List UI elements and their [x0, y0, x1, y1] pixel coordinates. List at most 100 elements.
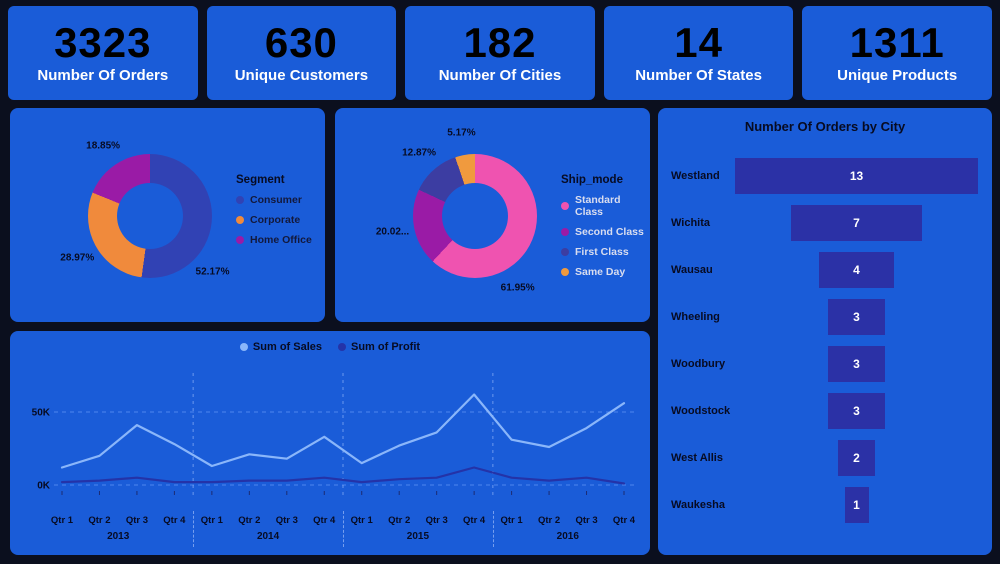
legend-item[interactable]: Home Office — [236, 234, 312, 246]
funnel-bar[interactable]: 13 — [735, 157, 978, 194]
legend-item-label: Standard Class — [575, 194, 621, 218]
funnel-bar-value: 7 — [853, 215, 860, 230]
kpi-value: 3323 — [54, 19, 152, 66]
line-chart-legend: Sum of Sales Sum of Profit — [10, 341, 650, 353]
funnel-category-label: Wichita — [671, 216, 711, 229]
x-tick-label: Qtr 1 — [50, 515, 74, 526]
shipmode-donut-chart[interactable]: 61.95% 20.02... 12.87% 5.17% — [335, 108, 565, 322]
kpi-card-products[interactable]: 1311 Unique Products — [802, 6, 992, 100]
x-tick-label: Qtr 4 — [612, 515, 636, 526]
funnel-category-label: Waukesha — [671, 498, 726, 511]
kpi-row: 3323 Number Of Orders 630 Unique Custome… — [8, 6, 992, 100]
x-tick-label: Qtr 2 — [537, 515, 561, 526]
legend-swatch — [561, 268, 569, 276]
donut-value-label: 12.87% — [402, 147, 436, 159]
year-label: 2016 — [556, 531, 579, 542]
legend-title: Segment — [236, 174, 285, 186]
kpi-label: Number Of Orders — [37, 67, 169, 84]
funnel-bar-track: 4 — [735, 251, 978, 288]
funnel-bar[interactable]: 4 — [819, 251, 894, 288]
legend-item[interactable]: Sum of Profit — [338, 341, 420, 353]
x-tick-label: Qtr 2 — [238, 515, 261, 526]
sales-profit-line-panel[interactable]: Sum of Sales Sum of Profit 0K 50K Qtr 1 Qtr… — [10, 331, 650, 555]
svg-text:0K: 0K — [37, 481, 51, 492]
kpi-label: Number Of States — [635, 67, 762, 84]
legend-item[interactable]: Same Day — [561, 266, 650, 278]
funnel-bar-value: 2 — [853, 450, 860, 465]
x-tick-label: Qtr 2 — [388, 515, 411, 526]
shipmode-donut-ring[interactable] — [413, 154, 537, 278]
funnel-bar[interactable]: 3 — [828, 392, 885, 429]
legend-item-label: Second Class — [575, 226, 644, 238]
funnel-bar-value: 3 — [853, 309, 860, 324]
donut-value-label: 61.95% — [500, 282, 535, 294]
funnel-chart[interactable]: Westland 13 Wichita 7 Wausau 4 Wheeling 3 Woodbu… — [658, 152, 992, 528]
orders-by-city-funnel-panel[interactable]: Number Of Orders by City Westland 13 Wichi… — [658, 108, 992, 555]
legend-swatch — [239, 343, 248, 351]
donut-value-label: 52.17% — [195, 266, 230, 278]
year-label: 2013 — [107, 531, 130, 542]
funnel-bar[interactable]: 3 — [828, 345, 885, 382]
segment-donut-panel[interactable]: 52.17% 28.97% 18.85% Segment Consumer Corpo… — [10, 108, 325, 322]
legend-item-label: Sum of Profit — [351, 341, 421, 353]
funnel-bar-track: 3 — [735, 298, 978, 335]
legend-swatch — [561, 228, 569, 236]
kpi-value: 14 — [674, 19, 723, 66]
segment-donut-ring[interactable] — [88, 154, 212, 278]
legend-item[interactable]: Standard Class — [561, 194, 650, 218]
legend-item-label: Home Office — [250, 234, 312, 246]
legend-item-label: Same Day — [575, 266, 626, 278]
legend-title: Ship_mode — [561, 174, 623, 186]
year-separator — [193, 511, 195, 547]
donut-value-label: 18.85% — [86, 140, 121, 152]
shipmode-legend: Ship_mode Standard Class Second Class Firs… — [561, 174, 650, 278]
funnel-row: Westland 13 — [658, 152, 992, 199]
funnel-bar[interactable]: 1 — [844, 486, 869, 523]
funnel-category-label: Wausau — [671, 263, 713, 276]
legend-item[interactable]: Second Class — [561, 226, 650, 238]
legend-item[interactable]: Corporate — [236, 214, 312, 226]
legend-swatch — [561, 248, 569, 256]
kpi-card-cities[interactable]: 182 Number Of Cities — [405, 6, 595, 100]
funnel-row: Wheeling 3 — [658, 293, 992, 340]
x-tick-label: Qtr 1 — [500, 515, 523, 526]
legend-item[interactable]: First Class — [561, 246, 650, 258]
x-tick-label: Qtr 3 — [125, 515, 149, 526]
legend-item-label: Consumer — [250, 194, 302, 206]
funnel-category-label: West Allis — [671, 451, 723, 464]
funnel-bar-value: 1 — [853, 497, 860, 512]
kpi-card-states[interactable]: 14 Number Of States — [603, 6, 794, 100]
funnel-bar-value: 13 — [849, 168, 864, 183]
kpi-value: 182 — [463, 19, 537, 66]
kpi-card-customers[interactable]: 630 Unique Customers — [206, 6, 397, 100]
kpi-value: 630 — [264, 19, 338, 66]
year-label: 2015 — [406, 531, 430, 542]
kpi-card-orders[interactable]: 3323 Number Of Orders — [8, 6, 198, 100]
year-separator — [343, 511, 344, 547]
funnel-bar-track: 13 — [735, 157, 978, 194]
funnel-category-label: Woodbury — [671, 357, 726, 370]
funnel-bar[interactable]: 3 — [828, 298, 885, 335]
funnel-category-label: Woodstock — [671, 404, 731, 417]
x-tick-label: Qtr 4 — [463, 515, 486, 526]
funnel-category-label: Westland — [671, 169, 720, 182]
kpi-label: Number Of Cities — [438, 67, 562, 84]
kpi-label: Unique Customers — [234, 67, 369, 84]
donut-value-label: 5.17% — [447, 127, 476, 139]
segment-donut-chart[interactable]: 52.17% 28.97% 18.85% — [10, 108, 240, 322]
shipmode-donut-panel[interactable]: 61.95% 20.02... 12.87% 5.17% Ship_mode Stan… — [335, 108, 650, 322]
funnel-bar[interactable]: 2 — [837, 439, 876, 476]
funnel-bar-track: 3 — [735, 392, 978, 429]
funnel-category-label: Wheeling — [671, 310, 720, 323]
legend-item[interactable]: Consumer — [236, 194, 312, 206]
legend-item-label: Sum of Sales — [252, 341, 322, 353]
funnel-title: Number Of Orders by City — [744, 119, 906, 134]
legend-swatch — [236, 196, 244, 204]
funnel-bar[interactable]: 7 — [791, 204, 922, 241]
x-tick-label: Qtr 3 — [575, 515, 598, 526]
legend-item[interactable]: Sum of Sales — [239, 341, 322, 353]
legend-swatch — [236, 216, 244, 224]
line-chart[interactable]: 0K 50K — [18, 355, 638, 505]
donut-value-label: 28.97% — [60, 252, 95, 264]
funnel-bar-value: 4 — [853, 262, 860, 277]
